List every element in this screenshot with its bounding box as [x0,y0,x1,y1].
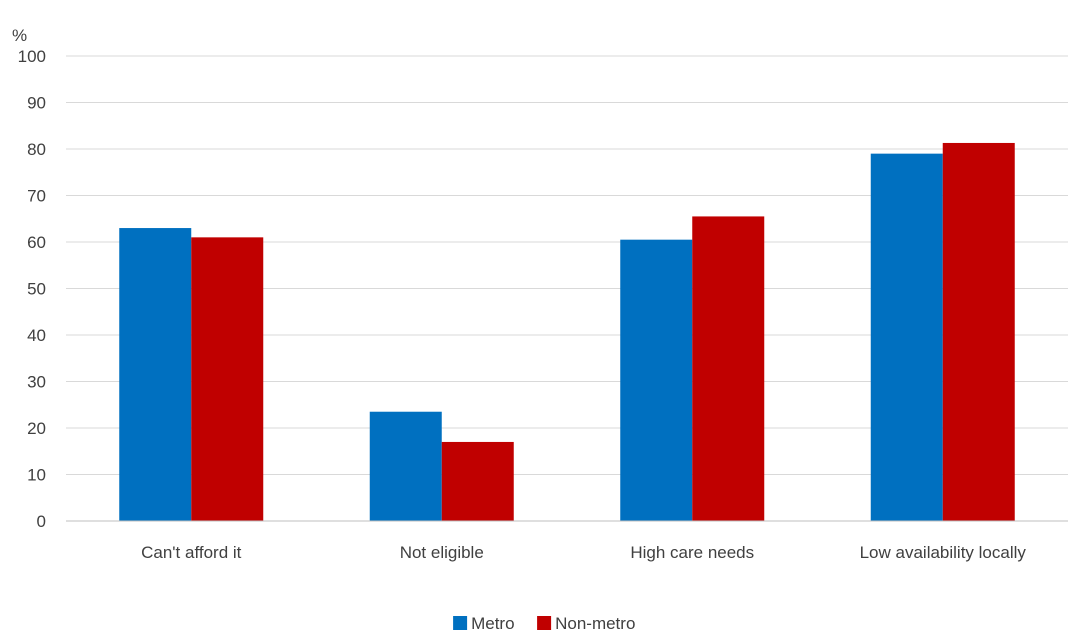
legend-label: Non-metro [555,614,635,633]
bars [119,142,1015,522]
y-tick-label: 0 [37,512,46,531]
y-tick-label: 80 [27,140,46,159]
y-tick-label: 20 [27,419,46,438]
bar-non-metro [191,237,264,521]
y-axis-ticks: 0 10 20 30 40 50 60 70 80 90 100 [18,47,46,531]
bar-metro [620,239,693,522]
y-tick-label: 70 [27,187,46,206]
legend-label: Metro [471,614,514,633]
x-axis-categories: Can't afford it Not eligible High care nee… [141,543,1026,562]
x-category-label: High care needs [630,543,754,562]
y-tick-label: 30 [27,373,46,392]
y-tick-label: 100 [18,47,46,66]
y-tick-label: 10 [27,466,46,485]
bar-non-metro [692,216,765,522]
y-tick-label: 90 [27,94,46,113]
y-tick-label: 40 [27,326,46,345]
y-tick-label: 50 [27,280,46,299]
bar-non-metro [441,441,514,521]
x-category-label: Can't afford it [141,543,242,562]
bar-metro [119,228,192,522]
x-category-label: Low availability locally [860,543,1027,562]
legend: Metro Non-metro [453,614,635,633]
y-tick-label: 60 [27,233,46,252]
bar-non-metro [942,142,1015,521]
legend-swatch-non-metro [537,616,552,630]
y-axis-unit-label: % [12,26,27,45]
bar-metro [369,411,442,521]
bar-metro [870,153,943,521]
legend-swatch-metro [453,616,468,630]
x-category-label: Not eligible [400,543,484,562]
